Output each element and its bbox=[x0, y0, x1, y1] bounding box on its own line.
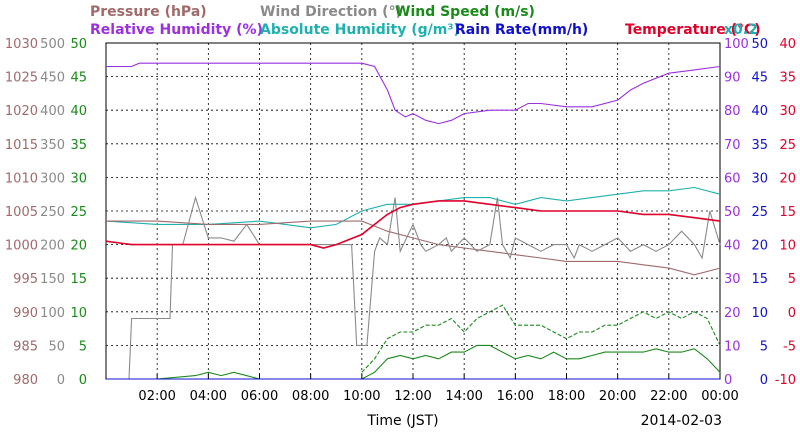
grid-lines bbox=[106, 43, 720, 379]
tick-temperature: 25 bbox=[779, 138, 796, 153]
tick-wind-direction: 500 bbox=[40, 37, 65, 52]
tick-wind-direction: 300 bbox=[40, 171, 65, 186]
tick-wind-speed: 25 bbox=[70, 205, 87, 220]
tick-humidity: 30 bbox=[724, 272, 741, 287]
x-tick-label: 18:00 bbox=[548, 389, 585, 404]
tick-pressure: 980 bbox=[13, 373, 38, 388]
legend-entry: Pressure (hPa) bbox=[90, 4, 207, 20]
tick-humidity: 70 bbox=[724, 138, 741, 153]
series-line-wind-direction bbox=[106, 195, 721, 380]
legend-entry: Temperature (°C) bbox=[625, 22, 761, 38]
tick-wind-speed: 20 bbox=[70, 239, 87, 254]
tick-rain-rate: 15 bbox=[751, 272, 768, 287]
tick-humidity: 100 bbox=[724, 37, 749, 52]
tick-humidity: 80 bbox=[724, 104, 741, 119]
tick-pressure: 1020 bbox=[5, 104, 38, 119]
x-tick-label: 04:00 bbox=[190, 389, 227, 404]
x-tick-label: 00:00 bbox=[701, 389, 738, 404]
tick-rain-rate: 30 bbox=[751, 171, 768, 186]
left-axes: 1030102510201015101010051000995990985980… bbox=[5, 37, 87, 388]
x-tick-label: 20:00 bbox=[599, 389, 636, 404]
tick-temperature: -10 bbox=[775, 373, 796, 388]
tick-pressure: 1005 bbox=[5, 205, 38, 220]
legend-entry: Relative Humidity (%) bbox=[90, 22, 263, 38]
tick-wind-direction: 400 bbox=[40, 104, 65, 119]
tick-wind-speed: 30 bbox=[70, 171, 87, 186]
x-axis: 02:00 04:00 06:00 08:00 10:00 12:00 14:00 16:00… bbox=[138, 374, 739, 404]
tick-temperature: 35 bbox=[779, 71, 796, 86]
tick-rain-rate: 20 bbox=[751, 239, 768, 254]
tick-temperature: 10 bbox=[779, 239, 796, 254]
tick-rain-rate: 0 bbox=[760, 373, 768, 388]
tick-wind-direction: 450 bbox=[40, 71, 65, 86]
x-tick-label: 22:00 bbox=[650, 389, 687, 404]
x-tick-label: 14:00 bbox=[445, 389, 482, 404]
tick-temperature: 15 bbox=[779, 205, 796, 220]
tick-temperature: 0 bbox=[788, 306, 796, 321]
tick-wind-speed: 5 bbox=[79, 339, 87, 354]
tick-wind-speed: 40 bbox=[70, 104, 87, 119]
tick-wind-direction: 200 bbox=[40, 239, 65, 254]
tick-rain-rate: 5 bbox=[760, 339, 768, 354]
tick-wind-direction: 50 bbox=[48, 339, 65, 354]
tick-temperature: 20 bbox=[779, 171, 796, 186]
tick-rain-rate: 10 bbox=[751, 306, 768, 321]
x-tick-label: 06:00 bbox=[241, 389, 278, 404]
tick-pressure: 1015 bbox=[5, 138, 38, 153]
x-tick-label: 12:00 bbox=[394, 389, 431, 404]
tick-temperature: 40 bbox=[779, 37, 796, 52]
date-label: 2014-02-03 bbox=[641, 413, 722, 429]
tick-pressure: 1025 bbox=[5, 71, 38, 86]
tick-rain-rate: 35 bbox=[751, 138, 768, 153]
tick-wind-speed: 10 bbox=[70, 306, 87, 321]
legend-entry: Rain Rate(mm/h) bbox=[455, 22, 588, 38]
tick-temperature: -5 bbox=[783, 339, 796, 354]
tick-temperature: 30 bbox=[779, 104, 796, 119]
series-line-wind-speed-gust bbox=[361, 304, 721, 373]
tick-pressure: 1010 bbox=[5, 171, 38, 186]
tick-humidity: 10 bbox=[724, 339, 741, 354]
tick-rain-rate: 40 bbox=[751, 104, 768, 119]
tick-wind-speed: 0 bbox=[79, 373, 87, 388]
tick-humidity: 0 bbox=[724, 373, 732, 388]
tick-pressure: 990 bbox=[13, 306, 38, 321]
series-line-temperature-c bbox=[105, 200, 721, 249]
tick-humidity: 60 bbox=[724, 171, 741, 186]
series-line-relative-humidity bbox=[106, 62, 721, 125]
tick-wind-direction: 350 bbox=[40, 138, 65, 153]
series-line-pressure-hpa bbox=[106, 220, 721, 276]
legend-entry: x0.2 bbox=[724, 22, 758, 38]
right-axes: 1009080706050403020100504540353025201510… bbox=[724, 37, 796, 388]
tick-rain-rate: 50 bbox=[751, 37, 768, 52]
tick-wind-speed: 50 bbox=[70, 37, 87, 52]
tick-rain-rate: 45 bbox=[751, 71, 768, 86]
tick-wind-direction: 0 bbox=[57, 373, 65, 388]
x-axis-label: Time (JST) bbox=[366, 413, 438, 429]
tick-wind-direction: 150 bbox=[40, 272, 65, 287]
tick-wind-speed: 35 bbox=[70, 138, 87, 153]
tick-wind-direction: 250 bbox=[40, 205, 65, 220]
legend-entry: Wind Direction (°) bbox=[260, 4, 402, 20]
tick-wind-speed: 45 bbox=[70, 71, 87, 86]
x-tick-label: 16:00 bbox=[497, 389, 534, 404]
tick-humidity: 40 bbox=[724, 239, 741, 254]
tick-pressure: 995 bbox=[13, 272, 38, 287]
tick-humidity: 90 bbox=[724, 71, 741, 86]
tick-wind-direction: 100 bbox=[40, 306, 65, 321]
legend-entry: Wind Speed (m/s) bbox=[395, 4, 535, 20]
tick-rain-rate: 25 bbox=[751, 205, 768, 220]
tick-pressure: 1000 bbox=[5, 239, 38, 254]
tick-wind-speed: 15 bbox=[70, 272, 87, 287]
legend-entry: Absolute Humidity (g/m³) bbox=[260, 22, 460, 38]
tick-humidity: 50 bbox=[724, 205, 741, 220]
tick-temperature: 5 bbox=[788, 272, 796, 287]
x-tick-label: 08:00 bbox=[292, 389, 329, 404]
x-tick-label: 02:00 bbox=[138, 389, 175, 404]
tick-humidity: 20 bbox=[724, 306, 741, 321]
x-tick-label: 10:00 bbox=[343, 389, 380, 404]
chart-legend: Pressure (hPa) Wind Direction (°)Wind Spe… bbox=[90, 4, 761, 38]
tick-pressure: 1030 bbox=[5, 37, 38, 52]
tick-pressure: 985 bbox=[13, 339, 38, 354]
